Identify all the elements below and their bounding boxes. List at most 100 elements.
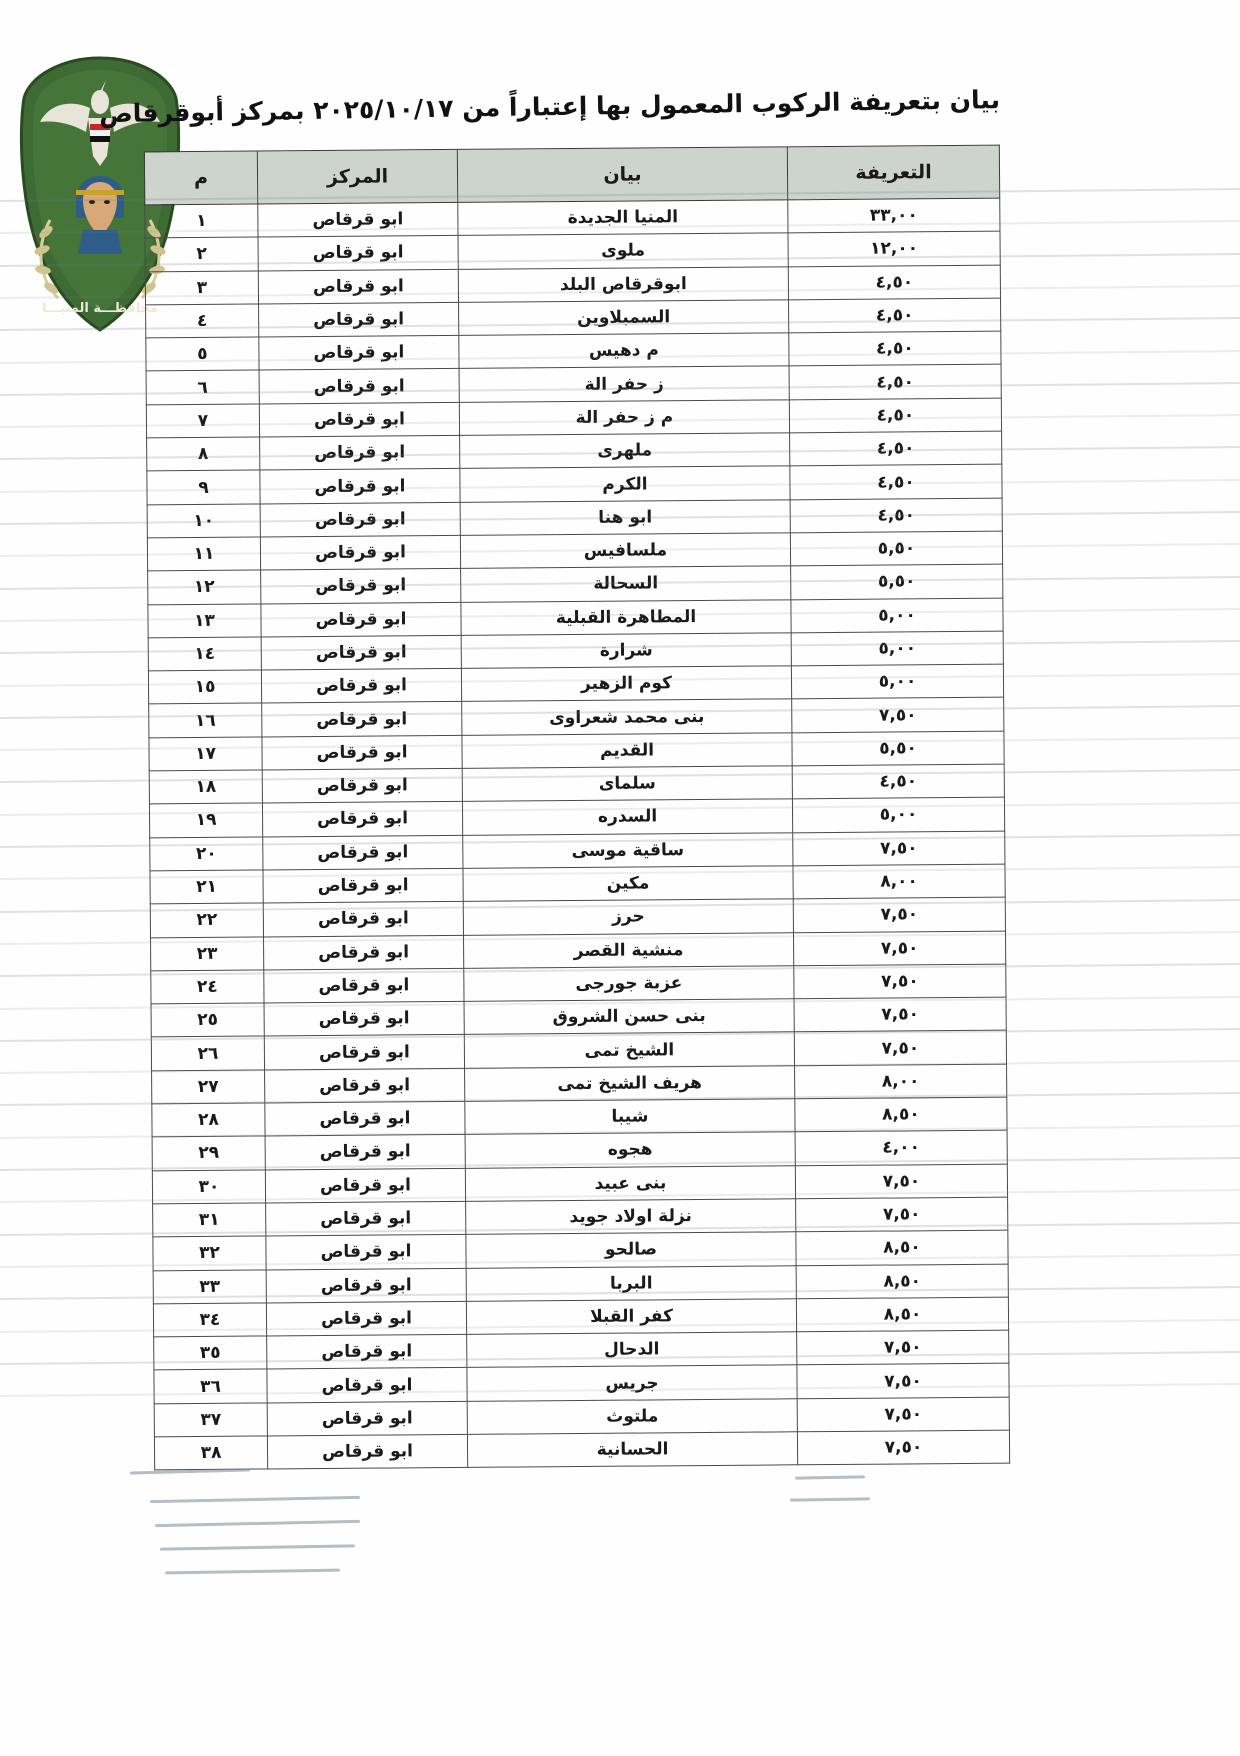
cell-description: الحسانية xyxy=(467,1431,798,1468)
cell-center: ابو قرقاص xyxy=(261,668,462,704)
cell-number: ٤ xyxy=(145,303,259,339)
cell-fare: ٧,٥٠ xyxy=(797,1396,1010,1432)
column-header-number: م xyxy=(144,150,258,205)
cell-fare: ٨,٠٠ xyxy=(794,1063,1007,1099)
cell-fare: ٤,٥٠ xyxy=(788,331,1002,367)
cell-center: ابو قرقاص xyxy=(263,934,464,970)
cell-number: ٣ xyxy=(145,270,259,305)
cell-number: ١٥ xyxy=(148,670,262,705)
cell-fare: ٤,٥٠ xyxy=(790,497,1003,533)
cell-center: ابو قرقاص xyxy=(260,535,461,571)
cell-fare: ٧,٥٠ xyxy=(791,697,1004,733)
cell-center: ابو قرقاص xyxy=(265,1201,466,1237)
cell-number: ٢٣ xyxy=(150,936,264,971)
cell-number: ١٢ xyxy=(147,570,261,605)
cell-description: ساقية موسى xyxy=(462,832,793,869)
cell-description: نزلة اولاد جويد xyxy=(465,1198,796,1235)
cell-fare: ٧,٥٠ xyxy=(793,963,1007,999)
cell-fare: ٥,٠٠ xyxy=(790,597,1004,633)
cell-center: ابو قرقاص xyxy=(261,735,463,771)
cell-number: ١٩ xyxy=(149,803,263,838)
cell-description: ملهرى xyxy=(459,432,790,469)
cell-number: ١١ xyxy=(147,536,261,572)
cell-number: ٢ xyxy=(145,237,259,272)
cell-center: ابو قرقاص xyxy=(265,1234,467,1270)
cell-fare: ٨,٥٠ xyxy=(796,1263,1009,1299)
cell-number: ٣٧ xyxy=(154,1402,268,1437)
cell-description: هريف الشيخ تمى xyxy=(464,1065,795,1102)
minya-governorate-emblem: محافظـــة المنيـــا xyxy=(10,40,190,340)
cell-description: السحالة xyxy=(460,566,791,602)
cell-number: ٢٧ xyxy=(151,1069,265,1104)
cell-fare: ٧,٥٠ xyxy=(792,830,1005,866)
cell-description: الشيخ تمى xyxy=(464,1032,795,1069)
cell-center: ابو قرقاص xyxy=(262,835,463,870)
cell-fare: ٣٣,٠٠ xyxy=(787,198,1000,234)
cell-fare: ٤,٥٠ xyxy=(789,397,1002,433)
cell-center: ابو قرقاص xyxy=(258,235,459,271)
cell-fare: ٨,٥٠ xyxy=(795,1230,1009,1266)
cell-description: القديم xyxy=(461,732,793,769)
cell-number: ٢٩ xyxy=(152,1136,266,1171)
cell-number: ١٨ xyxy=(149,770,263,805)
cell-fare: ٤,٥٠ xyxy=(792,764,1005,800)
column-header-fare: التعريفة xyxy=(787,145,1000,200)
cell-center: ابو قرقاص xyxy=(259,435,460,471)
cell-number: ١ xyxy=(144,203,259,239)
cell-description: هجوه xyxy=(465,1132,796,1169)
cell-description: سلماى xyxy=(462,765,793,802)
cell-fare: ٧,٥٠ xyxy=(793,897,1006,933)
cell-description: ابوقرقاص البلد xyxy=(458,266,789,303)
cell-description: جريس xyxy=(466,1365,798,1402)
cell-fare: ٥,٥٠ xyxy=(790,531,1003,567)
cell-center: ابو قرقاص xyxy=(264,1068,465,1103)
cell-center: ابو قرقاص xyxy=(260,568,461,604)
cell-number: ٣٠ xyxy=(152,1169,266,1204)
cell-center: ابو قرقاص xyxy=(266,1367,468,1403)
cell-center: ابو قرقاص xyxy=(263,968,465,1004)
cell-number: ٩ xyxy=(146,470,261,505)
cell-description: منشية القصر xyxy=(463,932,794,969)
cell-center: ابو قرقاص xyxy=(261,635,462,671)
cell-center: ابو قرقاص xyxy=(262,768,463,804)
cell-number: ٣٤ xyxy=(153,1302,267,1337)
cell-number: ١٦ xyxy=(148,703,262,738)
cell-center: ابو قرقاص xyxy=(257,202,459,238)
cell-center: ابو قرقاص xyxy=(266,1301,467,1337)
cell-center: ابو قرقاص xyxy=(263,901,464,937)
cell-fare: ٤,٥٠ xyxy=(789,364,1002,400)
cell-number: ١٠ xyxy=(147,503,261,538)
fare-table: التعريفة بيان المركز م ٣٣,٠٠ المنيا الجدي… xyxy=(144,145,1010,1471)
cell-number: ٦ xyxy=(146,370,260,405)
cell-center: ابو قرقاص xyxy=(265,1134,466,1170)
table-body: ٣٣,٠٠ المنيا الجديدة ابو قرقاص ١ ١٢,٠٠ ملوى اب… xyxy=(144,198,1010,1471)
cell-description: صالحو xyxy=(465,1232,797,1268)
cell-center: ابو قرقاص xyxy=(258,302,459,338)
cell-description: بنى محمد شعراوى xyxy=(461,699,792,736)
fare-table-container: التعريفة بيان المركز م ٣٣,٠٠ المنيا الجدي… xyxy=(144,145,1010,1471)
cell-fare: ٥,٠٠ xyxy=(792,797,1005,833)
cell-description: حرز xyxy=(463,899,794,935)
cell-center: ابو قرقاص xyxy=(258,335,460,371)
cell-fare: ٧,٥٠ xyxy=(794,1030,1007,1066)
cell-number: ٢٢ xyxy=(150,903,264,938)
cell-center: ابو قرقاص xyxy=(266,1334,467,1370)
cell-description: البربا xyxy=(466,1265,797,1302)
cell-description: شرارة xyxy=(461,632,792,669)
cell-number: ٣٥ xyxy=(153,1336,267,1371)
cell-number: ٧ xyxy=(146,403,260,438)
cell-description: ملسافيس xyxy=(460,532,791,569)
cell-fare: ٧,٥٠ xyxy=(796,1330,1009,1366)
cell-fare: ٥,٥٠ xyxy=(791,730,1005,766)
cell-number: ٢٤ xyxy=(150,969,265,1004)
cell-number: ٢٦ xyxy=(151,1036,265,1071)
cell-center: ابو قرقاص xyxy=(259,402,460,438)
cell-fare: ٤,٠٠ xyxy=(795,1130,1008,1166)
cell-fare: ٤,٥٠ xyxy=(789,464,1003,500)
cell-description: بنى حسن الشروق xyxy=(464,998,795,1035)
cell-center: ابو قرقاص xyxy=(265,1168,466,1203)
cell-number: ٣٦ xyxy=(153,1369,268,1404)
page-title: بيان بتعريفة الركوب المعمول بها إعتباراً… xyxy=(98,85,1001,129)
cell-number: ٢٠ xyxy=(149,836,263,871)
